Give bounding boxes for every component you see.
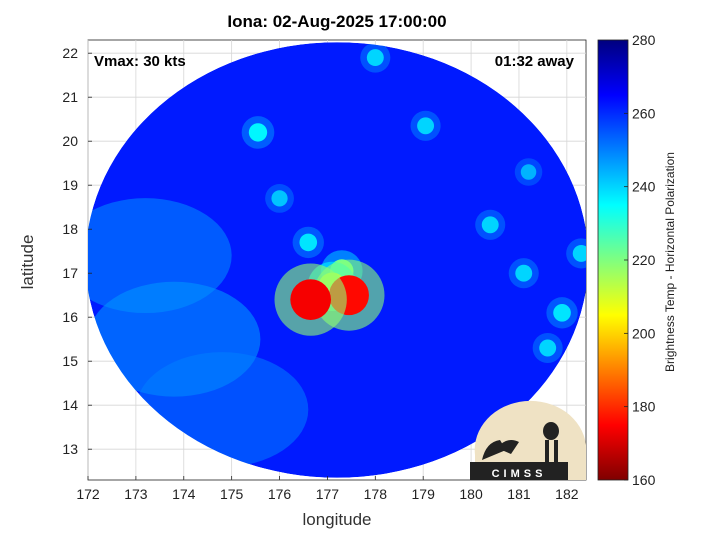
time-away-label: 01:32 away bbox=[494, 53, 574, 70]
logo-tower-leg bbox=[554, 440, 558, 464]
y-tick-label: 13 bbox=[62, 441, 78, 457]
y-tick-label: 14 bbox=[62, 397, 78, 413]
colorbar-tick-label: 180 bbox=[632, 399, 656, 415]
cold-feature bbox=[553, 303, 571, 322]
cold-feature bbox=[366, 49, 384, 67]
y-tick-label: 22 bbox=[62, 45, 78, 61]
cold-feature bbox=[271, 190, 288, 207]
x-tick-label: 177 bbox=[316, 486, 340, 502]
cold-feature bbox=[515, 264, 533, 282]
cold-feature bbox=[290, 279, 332, 320]
colorbar-tick-label: 260 bbox=[632, 105, 656, 121]
logo-water-tower-icon bbox=[543, 422, 559, 440]
cimss-logo: CIMSS bbox=[470, 400, 586, 480]
y-tick-label: 18 bbox=[62, 221, 78, 237]
logo-tower-leg bbox=[545, 440, 549, 464]
x-tick-label: 172 bbox=[76, 486, 100, 502]
colorbar-tick-label: 280 bbox=[632, 32, 656, 48]
x-tick-label: 181 bbox=[507, 486, 531, 502]
x-tick-label: 180 bbox=[459, 486, 483, 502]
colorbar-tick-label: 220 bbox=[632, 252, 656, 268]
brightness-temp-field bbox=[88, 42, 586, 478]
chart-title: Iona: 02-Aug-2025 17:00:00 bbox=[227, 12, 447, 31]
y-tick-label: 15 bbox=[62, 353, 78, 369]
x-tick-label: 174 bbox=[172, 486, 196, 502]
y-axis-label: latitude bbox=[18, 234, 37, 290]
colorbar bbox=[597, 39, 629, 481]
cold-feature bbox=[299, 233, 318, 252]
cold-feature bbox=[248, 123, 268, 142]
x-tick-label: 173 bbox=[124, 486, 148, 502]
x-tick-label: 176 bbox=[268, 486, 292, 502]
warm-band bbox=[88, 198, 232, 314]
y-tick-label: 16 bbox=[62, 309, 78, 325]
cold-feature bbox=[520, 164, 537, 180]
colorbar-label: Brightness Temp - Horizontal Polarizatio… bbox=[663, 152, 677, 372]
logo-dish-icon bbox=[482, 440, 519, 460]
colorbar-tick-label: 160 bbox=[632, 472, 656, 488]
x-tick-label: 182 bbox=[555, 486, 579, 502]
vmax-label: Vmax: 30 kts bbox=[94, 53, 186, 70]
logo-building bbox=[470, 462, 568, 480]
y-tick-label: 20 bbox=[62, 133, 78, 149]
y-tick-label: 17 bbox=[62, 265, 78, 281]
x-tick-label: 175 bbox=[220, 486, 244, 502]
cold-feature bbox=[481, 216, 499, 234]
x-tick-label: 179 bbox=[412, 486, 436, 502]
logo-text: CIMSS bbox=[492, 468, 547, 480]
logo-sun-disc bbox=[474, 400, 586, 480]
colorbar-tick-label: 200 bbox=[632, 325, 656, 341]
x-axis-label: longitude bbox=[302, 510, 372, 529]
colorbar-ticks: 160 180 200 220 240 260 280 bbox=[624, 32, 656, 488]
cold-feature bbox=[417, 117, 435, 135]
data-disc bbox=[88, 42, 586, 478]
cold-feature bbox=[572, 244, 586, 262]
cold-feature bbox=[539, 339, 557, 357]
y-tick-label: 21 bbox=[62, 89, 78, 105]
y-tick-label: 19 bbox=[62, 177, 78, 193]
colorbar-tick-label: 240 bbox=[632, 179, 656, 195]
x-tick-label: 178 bbox=[364, 486, 388, 502]
axis-ticks: 172 173 174 175 176 177 178 179 180 181 182 13 14 15 1… bbox=[62, 45, 578, 502]
